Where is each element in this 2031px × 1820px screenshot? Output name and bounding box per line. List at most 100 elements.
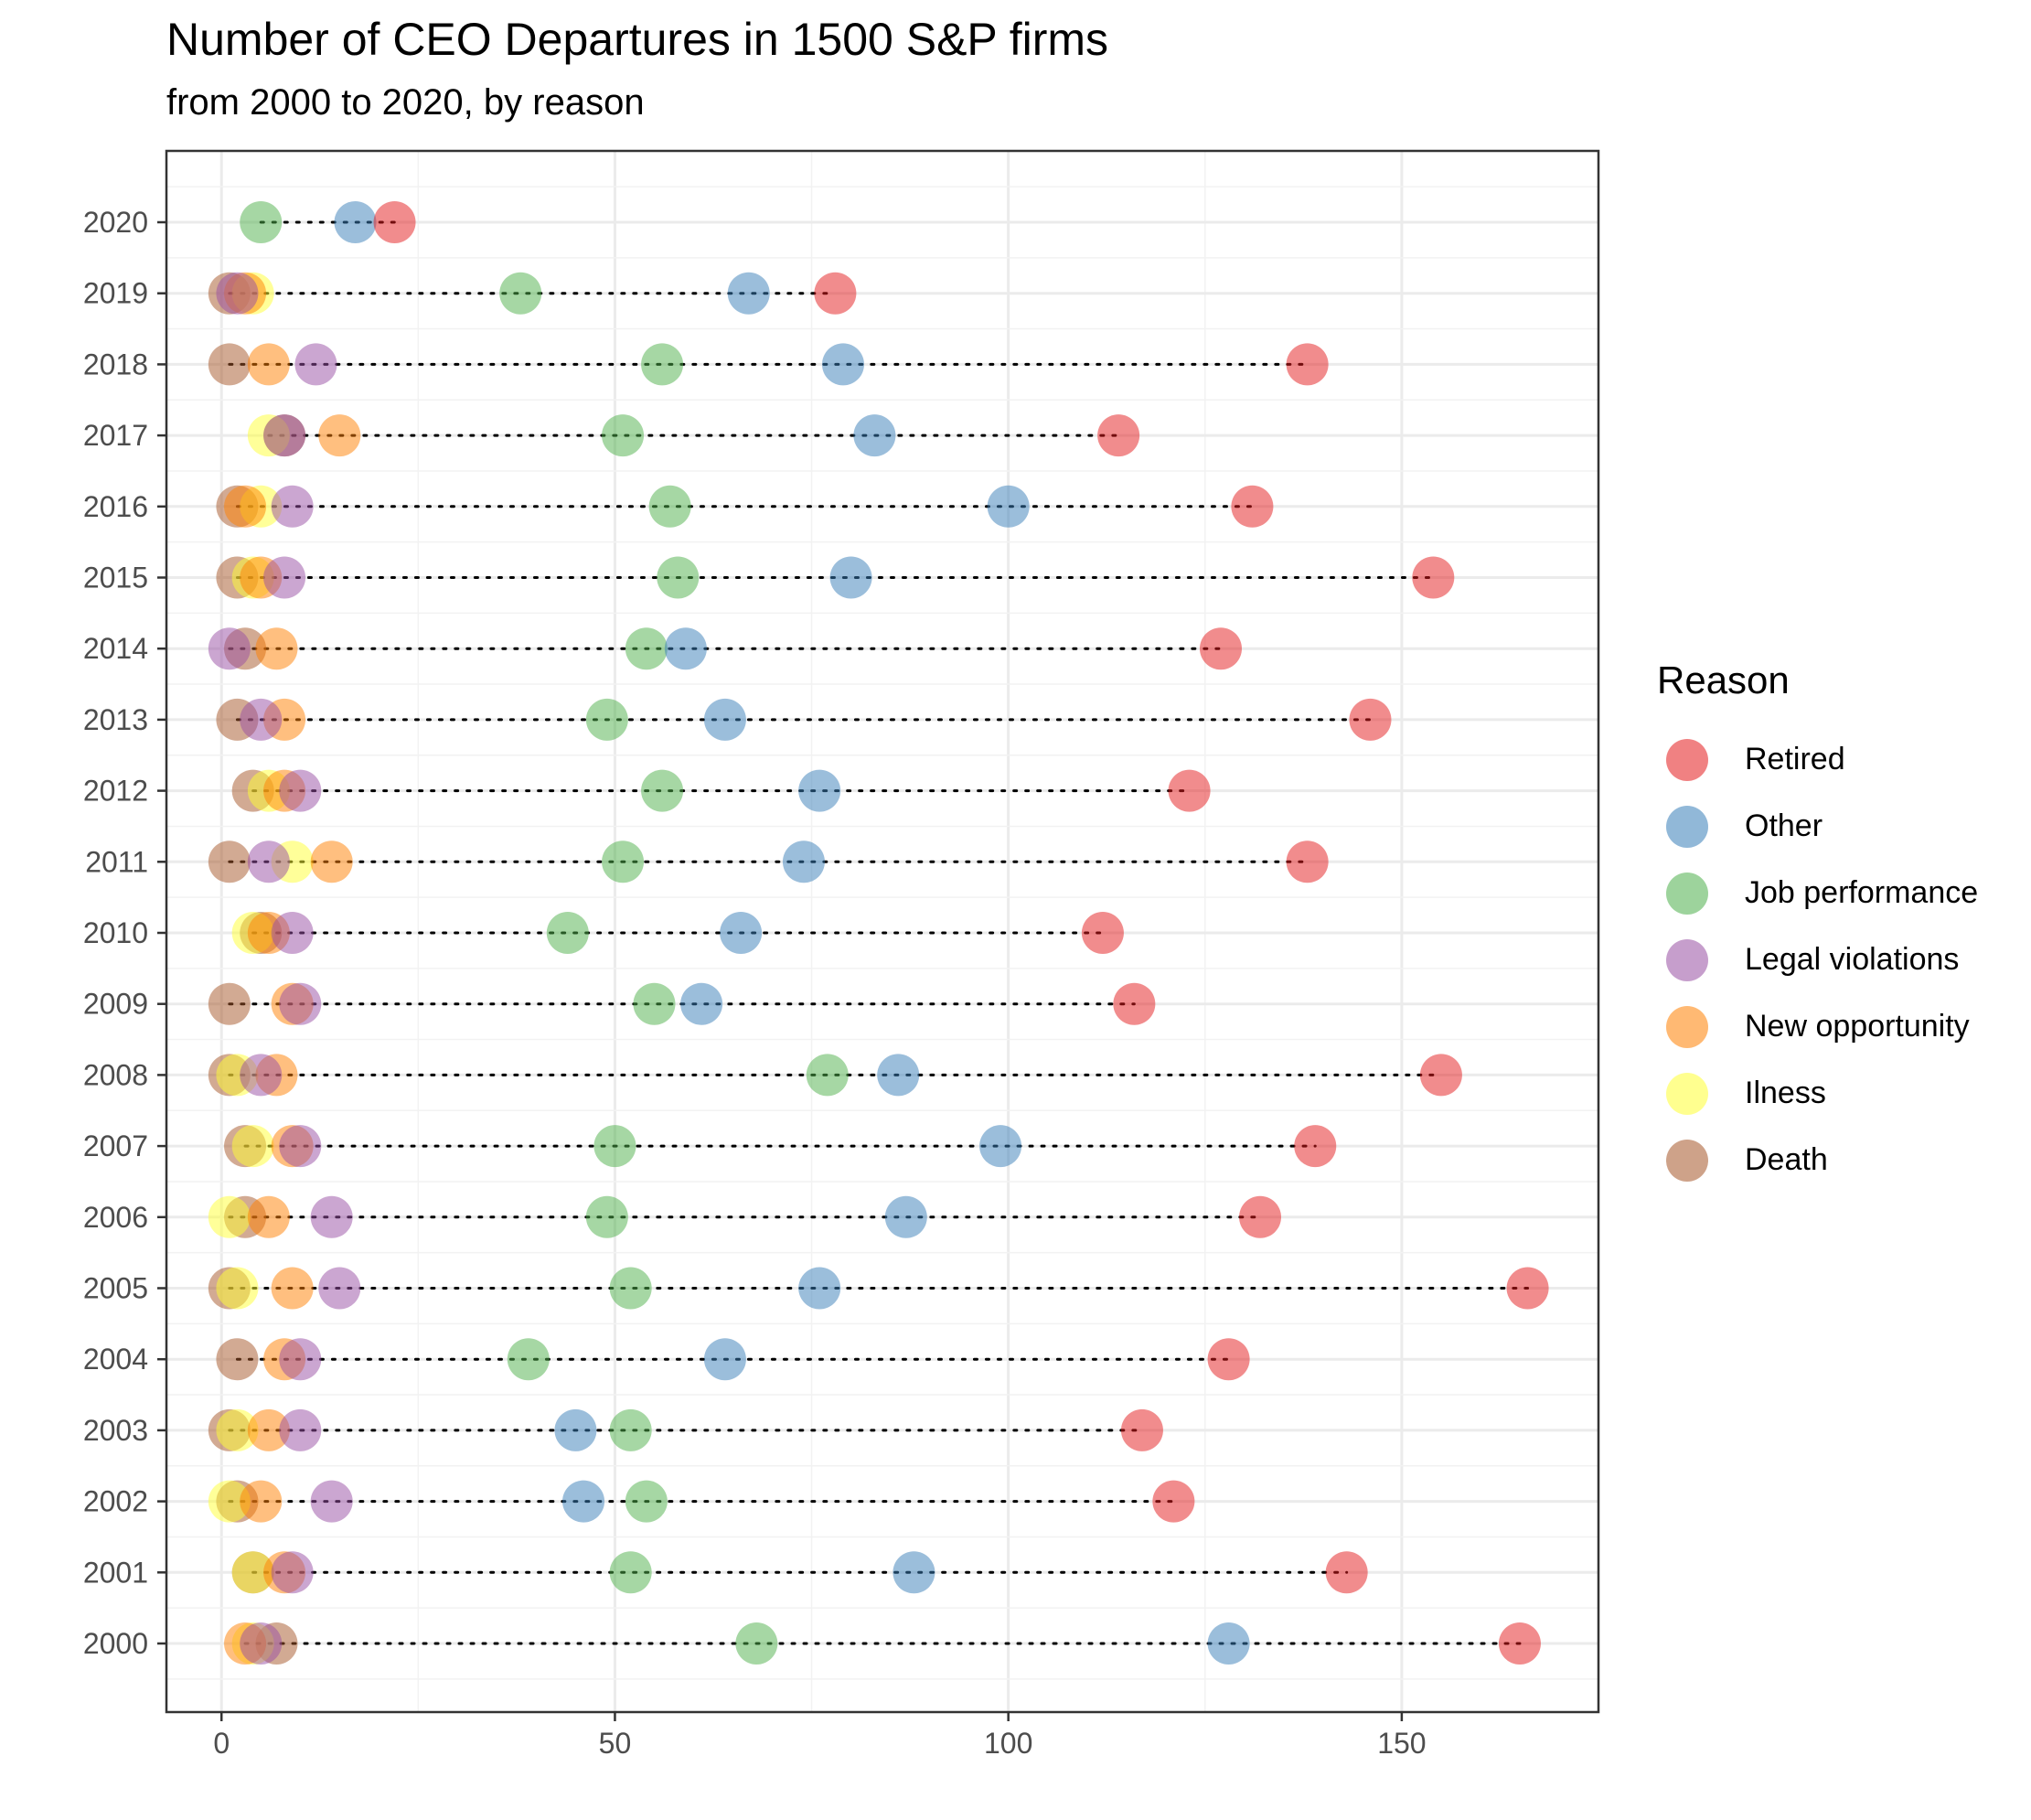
point-job-performance-2005 <box>609 1267 652 1310</box>
point-job-performance-2008 <box>806 1054 849 1097</box>
panel-frame <box>165 149 1600 1714</box>
point-legal-violations-2016 <box>271 485 314 528</box>
point-legal-violations-2008 <box>240 1054 283 1097</box>
point-other-2005 <box>798 1267 841 1310</box>
point-new-opportunity-2017 <box>318 414 361 457</box>
point-other-2007 <box>979 1125 1022 1168</box>
legend-swatch-ilness <box>1666 1072 1708 1115</box>
legend-label-job-performance: Job performance <box>1745 875 1979 910</box>
point-retired-2007 <box>1294 1125 1337 1168</box>
y-tick-label-2004: 2004 <box>83 1343 148 1376</box>
point-new-opportunity-2018 <box>247 343 290 386</box>
point-job-performance-2012 <box>641 769 684 812</box>
legend-title: Reason <box>1657 658 1790 701</box>
legend-label-legal-violations: Legal violations <box>1745 942 1960 977</box>
point-legal-violations-2014 <box>208 627 251 670</box>
point-retired-2010 <box>1081 912 1124 954</box>
point-retired-2011 <box>1286 840 1329 883</box>
point-retired-2017 <box>1097 414 1140 457</box>
point-other-2015 <box>829 556 872 599</box>
point-retired-2000 <box>1498 1622 1541 1665</box>
y-tick-label-2010: 2010 <box>83 916 148 949</box>
point-new-opportunity-2006 <box>247 1195 290 1238</box>
point-job-performance-2002 <box>625 1480 668 1523</box>
point-other-2000 <box>1207 1622 1250 1665</box>
point-new-opportunity-2011 <box>310 840 353 883</box>
point-retired-2020 <box>373 201 416 243</box>
point-death-2011 <box>208 840 251 883</box>
legend-swatch-job-performance <box>1666 872 1708 915</box>
point-retired-2005 <box>1506 1267 1549 1310</box>
point-ilness-2005 <box>216 1267 259 1310</box>
point-ilness-2001 <box>231 1551 274 1594</box>
legend-items: Retired Other Job performance Legal violati… <box>1657 726 1978 1194</box>
point-legal-violations-2015 <box>263 556 306 599</box>
point-other-2016 <box>987 485 1030 528</box>
legend-label-retired: Retired <box>1745 742 1845 776</box>
point-job-performance-2017 <box>602 414 645 457</box>
y-tick-label-2003: 2003 <box>83 1414 148 1447</box>
y-tick-label-2013: 2013 <box>83 703 148 736</box>
point-legal-violations-2005 <box>318 1267 361 1310</box>
point-retired-2001 <box>1325 1551 1368 1594</box>
point-other-2012 <box>798 769 841 812</box>
point-legal-violations-2000 <box>240 1622 283 1665</box>
point-job-performance-2000 <box>735 1622 778 1665</box>
point-other-2009 <box>680 982 723 1025</box>
y-tick-label-2006: 2006 <box>83 1201 148 1234</box>
y-tick-label-2019: 2019 <box>83 277 148 310</box>
point-job-performance-2014 <box>625 627 668 670</box>
point-death-2018 <box>208 343 251 386</box>
point-legal-violations-2004 <box>279 1338 322 1381</box>
legend-item-ilness: Ilness <box>1657 1060 1978 1127</box>
legend-label-death: Death <box>1745 1142 1828 1177</box>
point-job-performance-2013 <box>585 698 628 741</box>
legend-label-other: Other <box>1745 808 1823 843</box>
grid-lines <box>166 151 1598 1712</box>
chart-subtitle: from 2000 to 2020, by reason <box>166 82 645 123</box>
y-tick-label-2002: 2002 <box>83 1485 148 1518</box>
point-retired-2009 <box>1113 982 1156 1025</box>
y-tick-label-2017: 2017 <box>83 419 148 452</box>
point-new-opportunity-2005 <box>271 1267 314 1310</box>
point-other-2013 <box>703 698 746 741</box>
point-retired-2012 <box>1168 769 1211 812</box>
y-tick-label-2012: 2012 <box>83 775 148 808</box>
point-retired-2015 <box>1412 556 1455 599</box>
legend-item-retired: Retired <box>1657 726 1978 793</box>
y-tick-label-2000: 2000 <box>83 1627 148 1660</box>
point-job-performance-2018 <box>641 343 684 386</box>
point-ilness-2003 <box>216 1408 259 1451</box>
point-legal-violations-2002 <box>310 1480 353 1523</box>
legend-swatch-new-opportunity <box>1666 1005 1708 1048</box>
legend: Reason Retired Other Job performance Legal … <box>1657 658 1978 1194</box>
y-tick-label-2001: 2001 <box>83 1556 148 1589</box>
point-legal-violations-2010 <box>271 912 314 954</box>
point-legal-violations-2009 <box>279 982 322 1025</box>
point-death-2009 <box>208 982 251 1025</box>
y-tick-label-2005: 2005 <box>83 1272 148 1305</box>
point-legal-violations-2013 <box>240 698 283 741</box>
x-tick-label-100: 100 <box>984 1727 1032 1760</box>
point-other-2001 <box>893 1551 935 1594</box>
point-job-performance-2016 <box>648 485 691 528</box>
point-death-2004 <box>216 1338 259 1381</box>
point-new-opportunity-2002 <box>240 1480 283 1523</box>
y-tick-label-2008: 2008 <box>83 1058 148 1091</box>
point-legal-violations-2019 <box>216 272 259 315</box>
x-tick-label-0: 0 <box>213 1727 230 1760</box>
point-retired-2019 <box>814 272 857 315</box>
point-retired-2004 <box>1207 1338 1250 1381</box>
point-legal-violations-2003 <box>279 1408 322 1451</box>
y-tick-label-2014: 2014 <box>83 632 148 665</box>
legend-swatch-legal-violations <box>1666 938 1708 981</box>
point-other-2020 <box>334 201 377 243</box>
y-tick-label-2018: 2018 <box>83 348 148 380</box>
y-tick-label-2011: 2011 <box>85 845 148 878</box>
point-ilness-2002 <box>208 1480 251 1523</box>
point-job-performance-2001 <box>609 1551 652 1594</box>
y-tick-label-2015: 2015 <box>83 562 148 594</box>
point-new-opportunity-2003 <box>247 1408 290 1451</box>
x-tick-label-50: 50 <box>599 1727 632 1760</box>
legend-swatch-other <box>1666 805 1708 848</box>
